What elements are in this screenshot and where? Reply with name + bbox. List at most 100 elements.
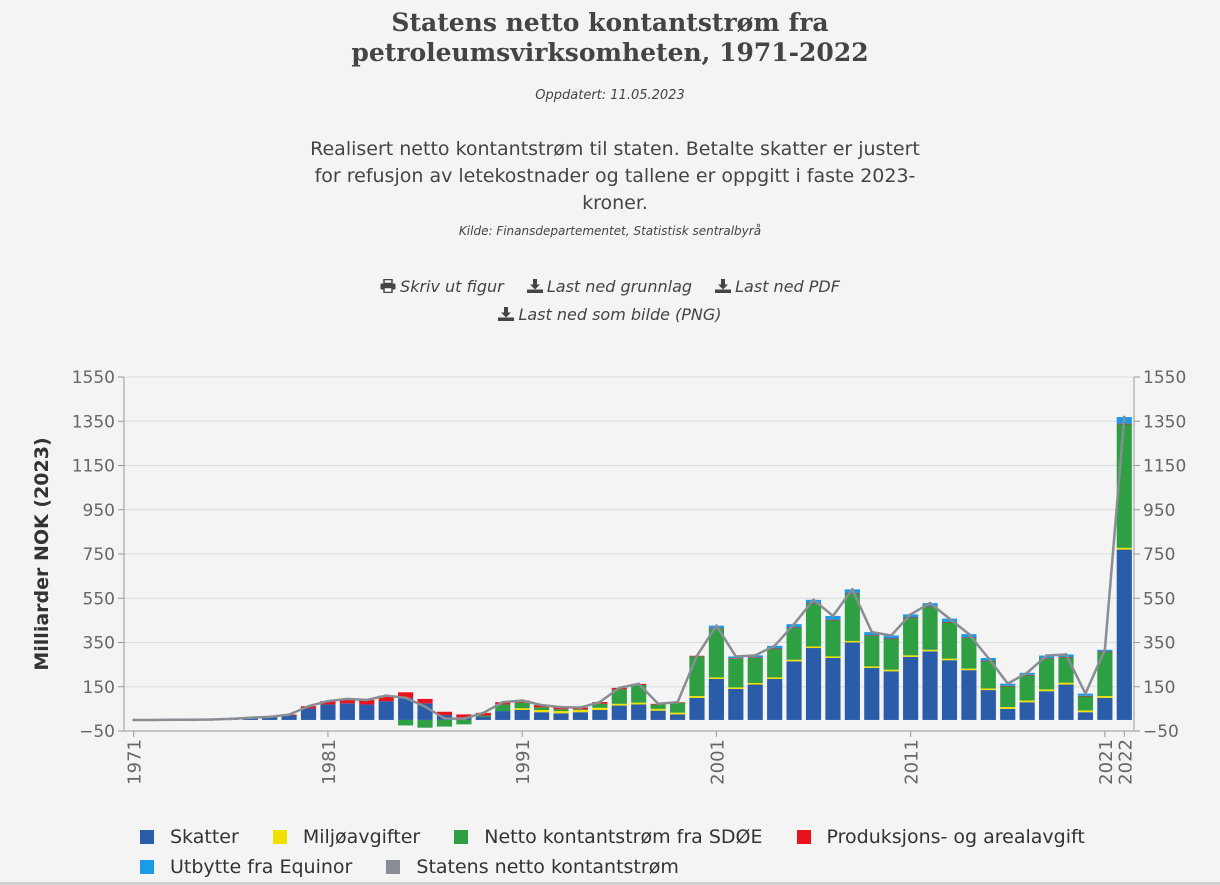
download-data-link[interactable]: Last ned grunnlag — [526, 274, 693, 300]
bar-skatter-2015 — [980, 690, 996, 720]
chart-title-line-1: Statens netto kontantstrøm fra — [391, 8, 829, 37]
net-cash-flow-point-2003 — [753, 653, 757, 657]
bar-produksjon-2008 — [844, 593, 860, 594]
print-figure-link[interactable]: Skriv ut figur — [380, 274, 504, 300]
net-cash-flow-point-1998 — [656, 702, 660, 706]
x-tick-label: 2011 — [902, 739, 923, 785]
y-tick-label-left: −50 — [79, 722, 115, 742]
x-tick-label: 2001 — [707, 739, 728, 785]
net-cash-flow-point-2000 — [695, 654, 699, 658]
bar-skatter-1999 — [669, 714, 686, 720]
bar-skatter-2016 — [1000, 708, 1016, 720]
bar-produksjon-2020 — [1077, 695, 1094, 697]
chart-description: Realisert netto kontantstrøm til staten.… — [310, 138, 920, 214]
bar-skatter-2002 — [728, 688, 744, 720]
legend-item-skatter[interactable]: Skatter — [140, 822, 239, 852]
bar-produksjon-2005 — [786, 627, 802, 629]
net-cash-flow-point-1988 — [462, 717, 466, 721]
bar-skatter-1979 — [281, 715, 297, 720]
legend-item-produksjonsavgift[interactable]: Produksjons- og arealavgift — [796, 822, 1085, 852]
net-cash-flow-point-2001 — [715, 624, 718, 628]
bar-produksjon-2011 — [903, 617, 919, 619]
legend-swatch-skatter — [140, 830, 154, 844]
bar-miljo-2013 — [941, 658, 958, 661]
bar-skatter-1989 — [475, 716, 491, 720]
bar-miljo-1997 — [631, 702, 647, 705]
bar-sdoe-2007 — [825, 619, 841, 657]
bar-produksjon-1988 — [456, 714, 472, 718]
bar-miljo-2004 — [767, 677, 783, 680]
bar-skatter-2012 — [922, 651, 938, 720]
net-cash-flow-point-2005 — [792, 622, 796, 626]
y-tick-label-left: 1150 — [72, 457, 115, 477]
y-tick-label-right: 150 — [1143, 678, 1175, 698]
bar-produksjon-2010 — [883, 638, 899, 640]
net-cash-flow-point-2016 — [1006, 682, 1010, 686]
bar-skatter-1995 — [592, 709, 608, 720]
axes: −50 −50 150 150 350 350 550 550 750 750 950 950 1150… — [31, 368, 1186, 785]
download-pdf-link[interactable]: Last ned PDF — [715, 274, 840, 300]
bar-miljo-2006 — [805, 646, 822, 649]
x-tick-label: 1981 — [319, 739, 340, 785]
bar-produksjon-2013 — [941, 621, 958, 623]
bar-miljo-2008 — [844, 640, 860, 643]
bar-sdoe-2000 — [689, 656, 705, 697]
download-data-label: Last ned grunnlag — [546, 277, 693, 296]
net-cash-flow-point-2019 — [1064, 653, 1068, 656]
bar-skatter-2005 — [786, 661, 802, 720]
net-cash-flow-point-2017 — [1025, 671, 1029, 675]
bar-sdoe-2017 — [1019, 675, 1035, 701]
bar-miljo-1994 — [572, 709, 589, 713]
printer-icon — [380, 279, 396, 293]
net-cash-flow-point-1971 — [132, 718, 136, 722]
bar-skatter-2022 — [1116, 549, 1132, 720]
bar-sdoe-1994 — [572, 709, 589, 710]
legend-label-miljoavgifter: Miljøavgifter — [302, 826, 421, 848]
bar-skatter-1982 — [339, 703, 355, 720]
bar-produksjon-1987 — [436, 711, 453, 716]
bar-produksjon-2006 — [805, 603, 822, 604]
bar-sdoe-2021 — [1097, 651, 1113, 697]
legend-swatch-sdoe — [454, 830, 469, 844]
bar-produksjon-2004 — [767, 648, 783, 650]
bar-produksjon-2014 — [961, 637, 977, 639]
bar-miljo-1991 — [514, 708, 530, 710]
bar-sdoe-2010 — [883, 638, 899, 670]
net-cash-flow-point-1986 — [423, 705, 427, 709]
bar-skatter-2010 — [883, 671, 899, 720]
net-cash-flow-point-2014 — [967, 632, 971, 636]
net-cash-flow-point-2008 — [850, 588, 854, 591]
bar-series — [164, 417, 1132, 728]
bottom-divider — [0, 882, 1220, 885]
bar-miljo-2003 — [747, 682, 763, 685]
bar-produksjon-2002 — [728, 658, 744, 659]
bar-sdoe-2003 — [747, 657, 763, 683]
legend-label-sdoe: Netto kontantstrøm fra SDØE — [484, 826, 763, 848]
bar-utbytte-2009 — [864, 632, 880, 636]
bar-miljo-2011 — [903, 655, 919, 657]
legend-item-miljoavgifter[interactable]: Miljøavgifter — [272, 822, 421, 852]
legend-item-netto[interactable]: Statens netto kontantstrøm — [386, 852, 679, 882]
bar-produksjon-1985 — [398, 692, 414, 698]
bar-skatter-2014 — [961, 670, 977, 720]
x-tick-label: 2022 — [1115, 739, 1136, 785]
bar-produksjon-2012 — [922, 606, 938, 608]
download-png-link[interactable]: Last ned som bilde (PNG) — [498, 302, 722, 328]
y-tick-label-right: 950 — [1143, 501, 1175, 521]
net-cash-flow-point-1972 — [151, 718, 155, 722]
net-cash-flow-point-1984 — [384, 694, 388, 697]
bar-utbytte-2013 — [941, 618, 958, 622]
legend-item-utbytte[interactable]: Utbytte fra Equinor — [140, 852, 352, 882]
bar-skatter-2011 — [903, 656, 919, 720]
legend-item-sdoe[interactable]: Netto kontantstrøm fra SDØE — [454, 822, 762, 852]
bar-sdoe-1987 — [436, 719, 453, 727]
net-cash-flow-point-2018 — [1045, 654, 1048, 657]
y-tick-label-left: 350 — [83, 634, 115, 654]
bar-sdoe-2015 — [980, 660, 996, 689]
download-pdf-label: Last ned PDF — [735, 277, 840, 296]
bar-miljo-1995 — [592, 707, 608, 710]
bar-sdoe-2020 — [1077, 696, 1094, 711]
bar-skatter-1998 — [650, 710, 666, 720]
net-cash-flow-point-1995 — [598, 700, 602, 704]
net-cash-flow-point-1981 — [326, 699, 330, 703]
